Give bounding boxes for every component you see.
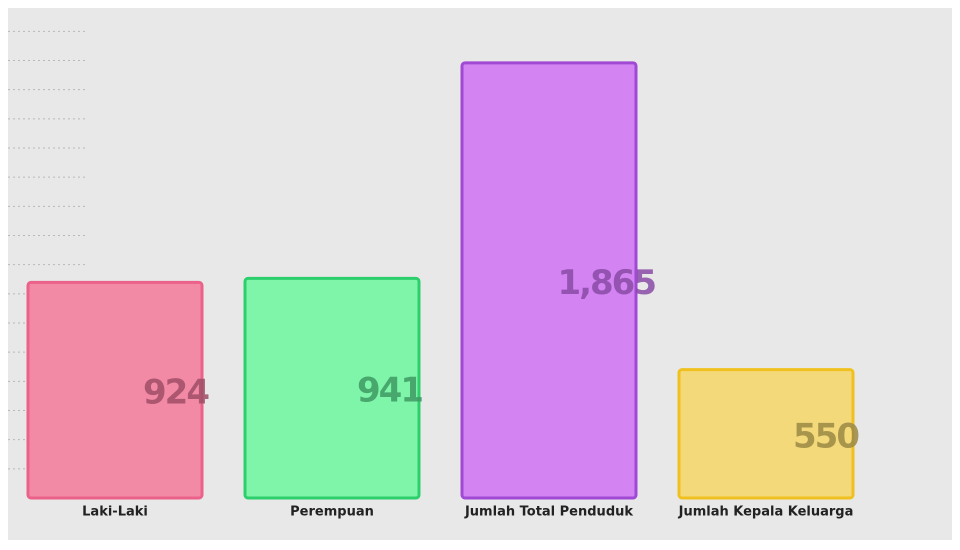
bar <box>677 368 855 500</box>
bar <box>26 280 204 500</box>
value-label: 941 <box>357 371 422 411</box>
bar <box>243 276 421 500</box>
value-label: 924 <box>143 373 209 413</box>
x-tick-label: Jumlah Kepala Keluarga <box>678 505 854 520</box>
bar <box>460 61 638 500</box>
x-tick-label: Jumlah Total Penduduk <box>464 505 633 520</box>
x-tick-label: Perempuan <box>290 505 374 520</box>
x-tick-label: Laki-Laki <box>82 505 148 520</box>
value-label: 1,865 <box>557 263 655 303</box>
value-label: 550 <box>793 416 859 456</box>
